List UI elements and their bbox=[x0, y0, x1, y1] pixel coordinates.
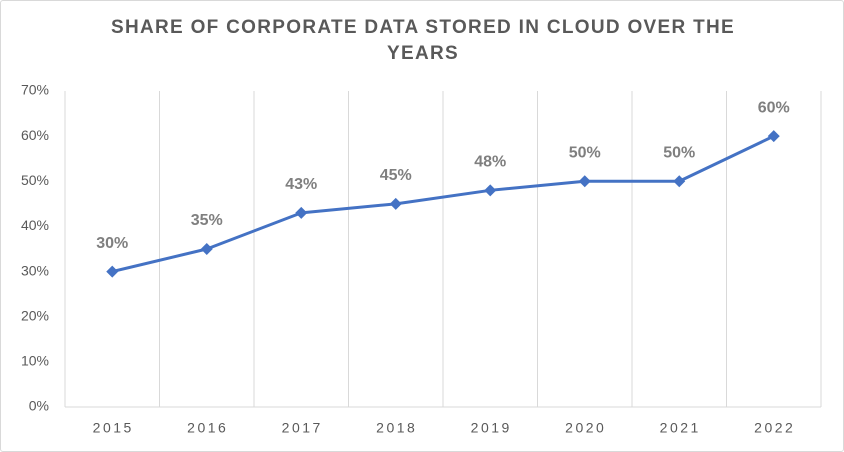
data-point bbox=[200, 243, 213, 255]
y-tick-label: 0% bbox=[29, 398, 49, 414]
x-tick-label: 2022 bbox=[754, 420, 795, 436]
y-tick-label: 70% bbox=[21, 82, 49, 98]
data-label: 48% bbox=[474, 154, 506, 171]
y-tick-label: 30% bbox=[21, 262, 49, 278]
data-line bbox=[111, 134, 775, 274]
data-label: 43% bbox=[285, 176, 317, 193]
data-label: 30% bbox=[96, 235, 128, 252]
x-tick-label: 2017 bbox=[282, 420, 323, 436]
data-label: 50% bbox=[569, 145, 601, 162]
y-tick-label: 60% bbox=[21, 127, 49, 143]
data-point bbox=[389, 197, 402, 210]
data-point bbox=[767, 130, 780, 143]
chart-title: SHARE OF CORPORATE DATA STORED IN CLOUD … bbox=[111, 17, 735, 64]
data-point bbox=[578, 175, 591, 188]
y-tick-label: 50% bbox=[21, 172, 49, 188]
data-label: 60% bbox=[758, 99, 790, 116]
data-point bbox=[484, 184, 497, 197]
x-tick-label: 2015 bbox=[93, 420, 134, 436]
y-tick-label: 10% bbox=[21, 353, 49, 369]
data-label: 50% bbox=[663, 145, 695, 162]
data-point bbox=[295, 206, 308, 219]
data-label: 35% bbox=[191, 212, 223, 229]
data-label: 45% bbox=[380, 167, 412, 184]
data-point bbox=[673, 175, 686, 188]
x-tick-label: 2016 bbox=[187, 420, 228, 436]
x-tick-label: 2019 bbox=[471, 420, 512, 436]
x-tick-label: 2021 bbox=[660, 420, 701, 436]
x-tick-label: 2020 bbox=[565, 420, 606, 436]
data-point bbox=[106, 265, 119, 278]
y-tick-label: 20% bbox=[21, 307, 49, 323]
x-tick-label: 2018 bbox=[376, 420, 417, 436]
y-tick-label: 40% bbox=[21, 217, 49, 233]
